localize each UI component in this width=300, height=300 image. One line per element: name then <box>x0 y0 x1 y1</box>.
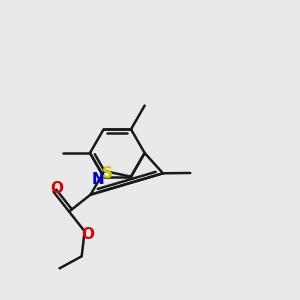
Text: O: O <box>82 227 95 242</box>
Text: S: S <box>102 167 113 182</box>
Text: N: N <box>91 172 104 187</box>
Text: O: O <box>51 181 64 196</box>
